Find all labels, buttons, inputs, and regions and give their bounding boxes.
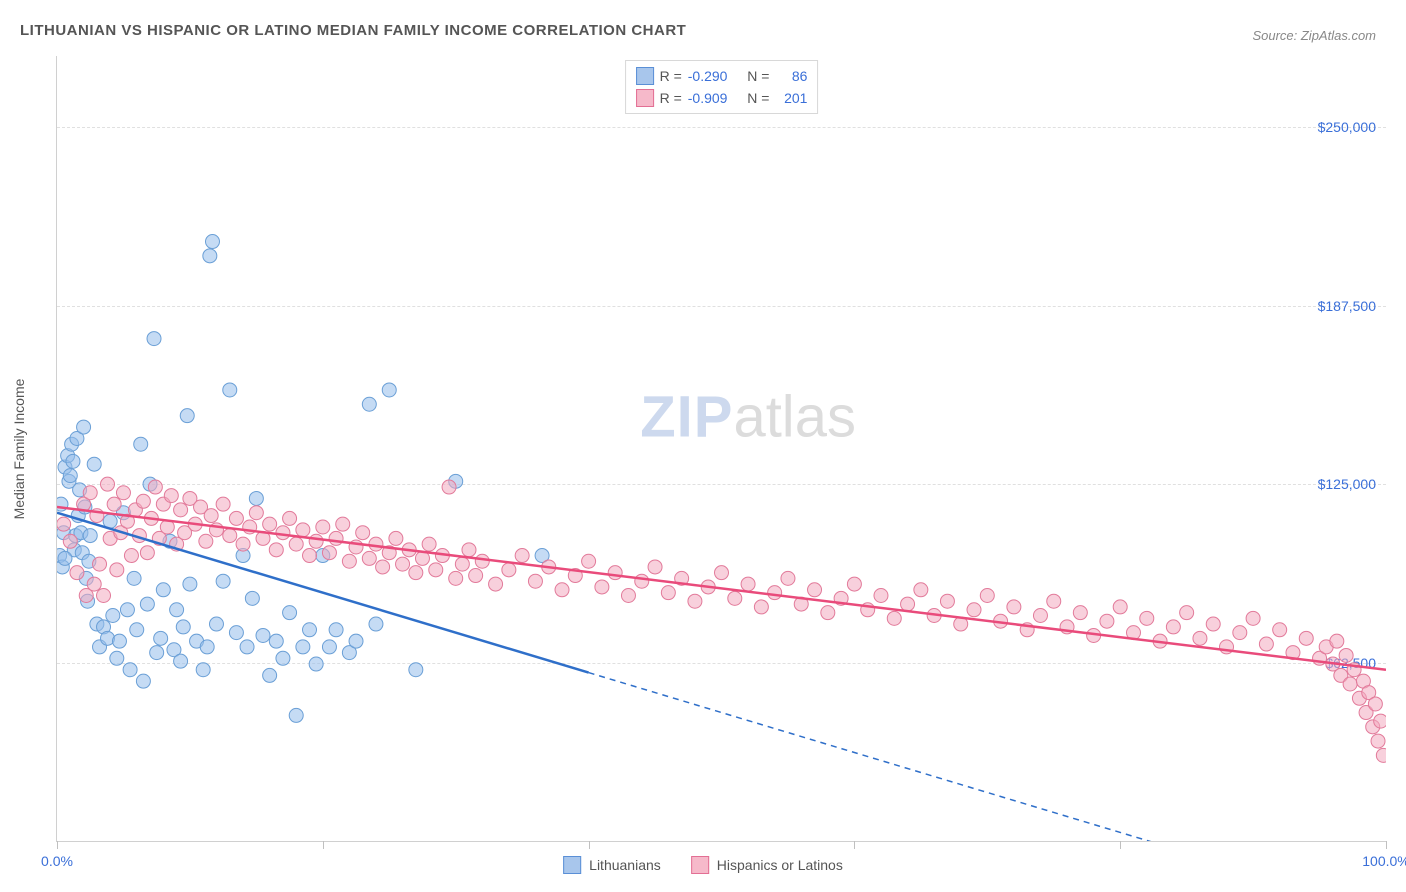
n-label: N = [747,68,769,84]
swatch-lithuanian-icon [563,856,581,874]
swatch-lithuanian-icon [636,67,654,85]
legend-correlation-box: R = -0.290 N = 86 R = -0.909 N = 201 [625,60,819,114]
chart-plot-area: Median Family Income ZIPatlas R = -0.290… [56,56,1386,842]
r-value-hispanic: -0.909 [688,90,728,106]
n-value-lithuanian: 86 [775,68,807,84]
legend-row-hispanic: R = -0.909 N = 201 [636,87,808,109]
legend-label-lithuanian: Lithuanians [589,857,661,873]
legend-item-lithuanian: Lithuanians [563,856,661,874]
r-value-lithuanian: -0.290 [688,68,728,84]
scatter-plot-svg [57,56,1386,841]
chart-container: LITHUANIAN VS HISPANIC OR LATINO MEDIAN … [0,0,1406,892]
x-tick-label-left: 0.0% [41,853,73,869]
r-label: R = [660,90,682,106]
swatch-hispanic-icon [636,89,654,107]
n-label: N = [747,90,769,106]
source-label: Source: ZipAtlas.com [1252,28,1376,43]
chart-title: LITHUANIAN VS HISPANIC OR LATINO MEDIAN … [20,22,686,39]
swatch-hispanic-icon [691,856,709,874]
x-tick-label-right: 100.0% [1362,853,1406,869]
r-label: R = [660,68,682,84]
y-axis-title: Median Family Income [11,378,27,519]
n-value-hispanic: 201 [775,90,807,106]
legend-row-lithuanian: R = -0.290 N = 86 [636,65,808,87]
legend-label-hispanic: Hispanics or Latinos [717,857,843,873]
legend-item-hispanic: Hispanics or Latinos [691,856,843,874]
legend-series: Lithuanians Hispanics or Latinos [563,856,843,874]
